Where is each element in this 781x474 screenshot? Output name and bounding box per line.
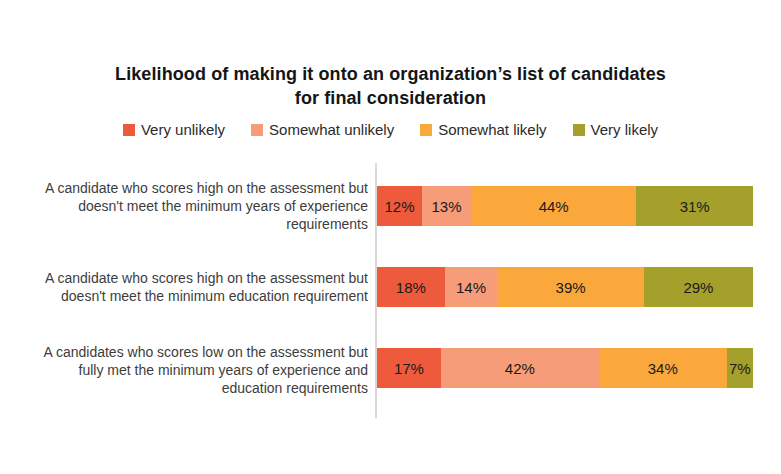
bar-segment-very-likely: 31% <box>636 186 753 226</box>
bar-segment-very-likely: 7% <box>727 348 753 388</box>
bar-segment-very-unlikely: 12% <box>377 186 422 226</box>
legend-label: Very likely <box>591 121 659 138</box>
legend-swatch-icon <box>420 124 432 136</box>
legend-swatch-icon <box>123 124 135 136</box>
bar-segment-somewhat-likely: 44% <box>471 186 636 226</box>
legend-swatch-icon <box>251 124 263 136</box>
legend-label: Somewhat unlikely <box>269 121 394 138</box>
bar-segment-somewhat-unlikely: 42% <box>441 348 599 388</box>
legend-label: Very unlikely <box>141 121 225 138</box>
legend-item-somewhat-likely: Somewhat likely <box>420 121 546 138</box>
legend-item-very-unlikely: Very unlikely <box>123 121 225 138</box>
chart-figure: Likelihood of making it onto an organiza… <box>0 0 781 474</box>
category-label-experience: A candidate who scores high on the asses… <box>28 179 368 233</box>
bar-segment-somewhat-likely: 34% <box>599 348 727 388</box>
bar-row-experience: 12% 13% 44% 31% <box>377 186 753 226</box>
bar-row-low-score: 17% 42% 34% 7% <box>377 348 753 388</box>
bar-segment-very-unlikely: 17% <box>377 348 441 388</box>
bar-row-education: 18% 14% 39% 29% <box>377 267 753 307</box>
legend-item-very-likely: Very likely <box>573 121 659 138</box>
bar-segment-somewhat-likely: 39% <box>497 267 644 307</box>
legend-item-somewhat-unlikely: Somewhat unlikely <box>251 121 394 138</box>
chart-title: Likelihood of making it onto an organiza… <box>0 62 781 110</box>
legend: Very unlikely Somewhat unlikely Somewhat… <box>0 121 781 138</box>
bar-segment-very-unlikely: 18% <box>377 267 445 307</box>
legend-label: Somewhat likely <box>438 121 546 138</box>
chart-title-line-2: for final consideration <box>0 86 781 110</box>
legend-swatch-icon <box>573 124 585 136</box>
category-label-education: A candidate who scores high on the asses… <box>28 269 368 305</box>
bar-segment-very-likely: 29% <box>644 267 753 307</box>
bar-segment-somewhat-unlikely: 13% <box>422 186 471 226</box>
chart-title-line-1: Likelihood of making it onto an organiza… <box>0 62 781 86</box>
bar-segment-somewhat-unlikely: 14% <box>445 267 498 307</box>
category-label-low-score: A candidates who scores low on the asses… <box>28 343 368 397</box>
